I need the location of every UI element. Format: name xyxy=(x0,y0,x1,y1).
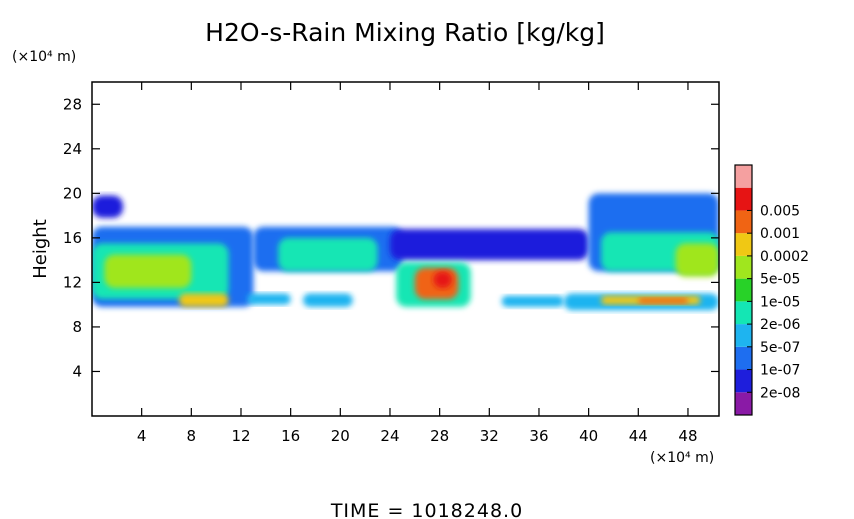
data-regions xyxy=(92,193,719,311)
colorbar-label: 0.0002 xyxy=(760,249,809,265)
y-tick-label: 24 xyxy=(63,140,82,158)
colorbar-label: 5e-07 xyxy=(760,340,800,356)
colorbar-swatch xyxy=(735,324,752,347)
data-region-10 xyxy=(278,237,378,272)
colorbar-swatch xyxy=(735,369,752,393)
colorbar-swatch xyxy=(735,233,752,256)
colorbar-swatch xyxy=(735,187,752,211)
colorbar-swatch xyxy=(735,165,752,188)
x-tick-label: 32 xyxy=(480,427,499,445)
colorbar-label: 1e-05 xyxy=(760,294,800,310)
data-region-6 xyxy=(104,254,192,288)
colorbar-frame xyxy=(734,164,753,416)
colorbar-swatch xyxy=(735,346,752,370)
x-tick-label: 4 xyxy=(137,427,147,445)
x-tick-label: 40 xyxy=(579,427,598,445)
colorbar-label: 0.005 xyxy=(760,203,800,219)
data-region-8 xyxy=(247,293,291,305)
y-unit-label: (×10⁴ m) xyxy=(12,49,76,65)
colorbar-label: 2e-08 xyxy=(760,385,800,401)
y-tick-label: 4 xyxy=(72,362,82,380)
x-tick-label: 28 xyxy=(430,427,449,445)
data-region-0 xyxy=(92,195,124,218)
x-unit-label: (×10⁴ m) xyxy=(650,450,714,466)
x-tick-label: 44 xyxy=(629,427,648,445)
data-region-17 xyxy=(638,297,688,304)
time-label: TIME = 1018248.0 xyxy=(330,500,523,519)
x-tick-label: 8 xyxy=(187,427,197,445)
colorbar-label: 5e-05 xyxy=(760,272,800,288)
data-region-13 xyxy=(433,271,453,288)
colorbar-swatch xyxy=(735,255,752,279)
x-axis: 4 8 12 16 20 24 28 32 36 40 44 48 xyxy=(137,82,698,445)
y-axis-label: Height xyxy=(30,219,51,279)
colorbar-swatch xyxy=(735,301,752,325)
y-axis: 4 8 12 16 20 24 28 xyxy=(63,95,719,380)
x-tick-label: 24 xyxy=(380,427,399,445)
y-tick-label: 16 xyxy=(63,229,82,247)
data-region-19 xyxy=(675,243,719,277)
plot-frame xyxy=(91,81,720,417)
x-tick-label: 36 xyxy=(529,427,548,445)
chart-title: H2O-s-Rain Mixing Ratio [kg/kg] xyxy=(205,18,605,47)
colorbar-swatch xyxy=(735,278,752,302)
data-region-14 xyxy=(501,295,564,307)
data-region-3 xyxy=(389,228,589,261)
colorbar-swatch xyxy=(735,392,752,415)
x-tick-label: 48 xyxy=(678,427,697,445)
x-tick-label: 12 xyxy=(231,427,250,445)
y-tick-label: 20 xyxy=(63,184,82,202)
y-tick-label: 28 xyxy=(63,95,82,113)
x-tick-label: 20 xyxy=(331,427,350,445)
colorbar: 2e-08 1e-07 5e-07 2e-06 1e-05 5e-05 0.0002 0.00… xyxy=(734,164,809,416)
y-tick-label: 8 xyxy=(72,318,82,336)
x-tick-label: 16 xyxy=(281,427,300,445)
data-region-7 xyxy=(178,293,229,307)
colorbar-swatch xyxy=(735,210,752,234)
colorbar-label: 0.001 xyxy=(760,226,800,242)
y-tick-label: 12 xyxy=(63,273,82,291)
colorbar-label: 1e-07 xyxy=(760,363,800,379)
data-region-9 xyxy=(303,293,353,307)
colorbar-label: 2e-06 xyxy=(760,317,800,333)
